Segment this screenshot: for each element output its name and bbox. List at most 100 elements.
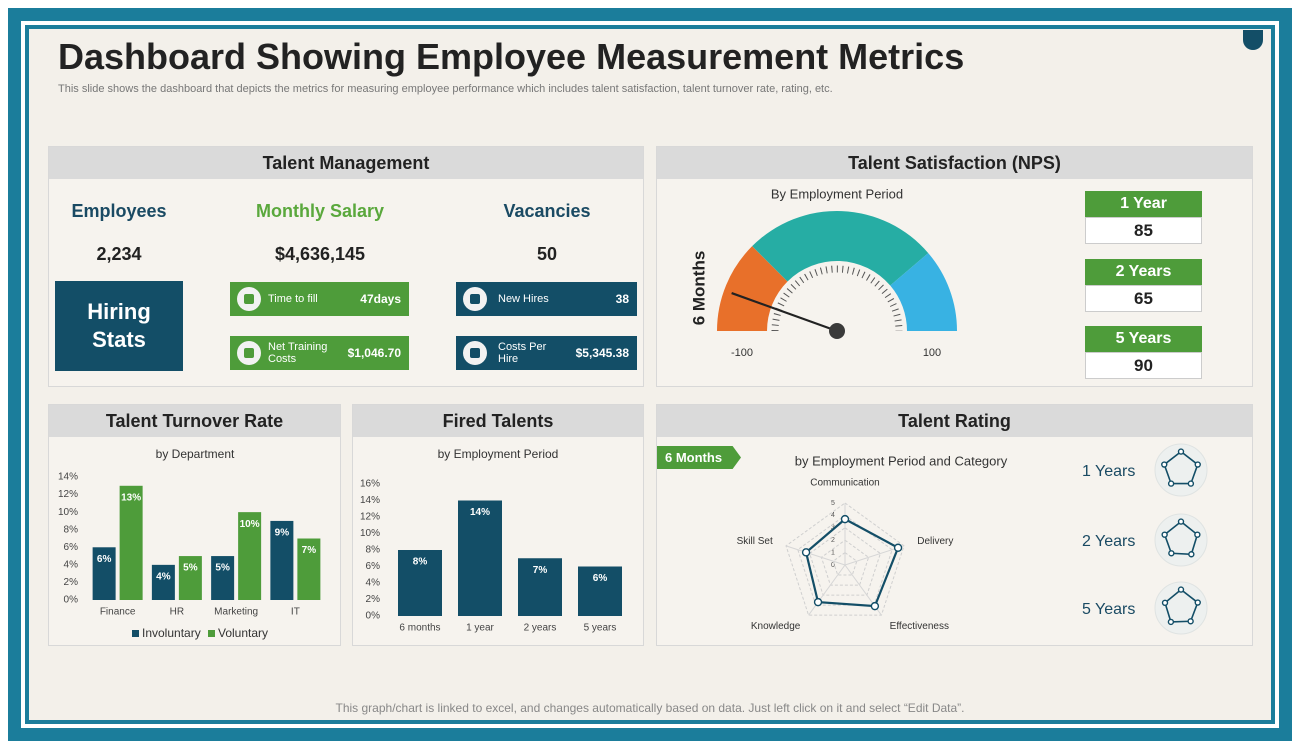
- bar: [151, 564, 175, 600]
- category-label: Communication: [810, 478, 879, 489]
- category-label: Skill Set: [737, 536, 773, 547]
- bar: [119, 485, 143, 600]
- y-tick-label: 10%: [58, 507, 78, 518]
- value-label: 14%: [470, 507, 490, 518]
- kpi-label: Employees: [71, 201, 167, 221]
- bar: [211, 556, 235, 600]
- value-label: 10%: [240, 519, 260, 530]
- x-tick-label: 6 months: [399, 623, 440, 634]
- grid-line: [797, 514, 893, 606]
- radar-point: [1177, 448, 1185, 455]
- icon: [237, 287, 261, 311]
- radar-point: [1177, 586, 1185, 593]
- gauge-tick-label: 100: [923, 347, 941, 359]
- radar-point: [1194, 599, 1201, 606]
- gauge-band: [890, 253, 957, 331]
- kpi-value: $4,636,145: [274, 244, 366, 264]
- value-label: 7%: [302, 545, 317, 556]
- panel-title: Talent Management: [49, 147, 643, 179]
- category-label: Delivery: [917, 536, 953, 547]
- y-tick-label: 6%: [366, 561, 381, 572]
- value-label: 7%: [533, 565, 548, 576]
- radar-point: [893, 543, 903, 552]
- gauge-needle: [731, 292, 838, 333]
- y-tick-label: 0%: [366, 611, 381, 622]
- r-tick-label: 1: [831, 549, 835, 556]
- y-tick-label: 14%: [58, 472, 78, 483]
- r-tick-label: 4: [831, 512, 835, 519]
- value-label: 13%: [121, 492, 141, 503]
- kpi-label: Vacancies: [503, 201, 591, 221]
- chart-subtitle: By Employment Period: [771, 186, 903, 201]
- radar-title: 5 Years: [1082, 601, 1135, 618]
- radar-title: 2 Years: [1082, 533, 1135, 550]
- period-label: 1 Year: [1085, 191, 1202, 217]
- spoke: [785, 545, 846, 566]
- value-label: 5%: [183, 563, 198, 574]
- corner-dot: [1243, 30, 1263, 50]
- x-tick-label: 5 years: [584, 623, 617, 634]
- bar: [458, 500, 502, 616]
- radar-title: 1 Years: [1082, 463, 1135, 480]
- bar: [270, 520, 294, 600]
- stat-label: Time to fill: [268, 293, 318, 305]
- legend-swatch: [132, 630, 139, 637]
- period-value: 90: [1085, 352, 1202, 379]
- x-tick-label: Finance: [100, 607, 136, 618]
- value-label: 8%: [413, 557, 428, 568]
- icon: [463, 341, 487, 365]
- y-tick-label: 14%: [360, 495, 380, 506]
- period-badge: 6 Months: [657, 446, 741, 469]
- radar-point: [870, 601, 880, 611]
- stat-box: Net Training Costs $1,046.70: [230, 336, 409, 370]
- radar-point: [801, 548, 811, 557]
- bar: [92, 547, 116, 600]
- kpi-value: 50: [536, 244, 558, 264]
- grid-line: [785, 502, 905, 616]
- panel-title: Talent Satisfaction (NPS): [657, 147, 1252, 179]
- grid-line: [832, 551, 858, 576]
- period-value: 85: [1085, 217, 1202, 244]
- y-tick-label: 6%: [64, 542, 79, 553]
- chart-subtitle: by Employment Period: [438, 447, 559, 461]
- radar-area: [1163, 520, 1199, 556]
- value-label: 9%: [275, 528, 290, 539]
- y-tick-label: 8%: [366, 545, 381, 556]
- radar-point: [1167, 618, 1175, 626]
- icon: [463, 287, 487, 311]
- bar: [398, 550, 442, 616]
- r-tick-label: 2: [831, 537, 835, 544]
- legend-swatch: [208, 630, 215, 637]
- bar: [518, 558, 562, 616]
- r-tick-label: 0: [831, 562, 835, 569]
- stat-value: $5,345.38: [575, 346, 629, 360]
- stat-label: Net Training Costs: [268, 341, 328, 365]
- icon: [237, 341, 261, 365]
- bar: [578, 566, 622, 616]
- bar: [238, 512, 262, 600]
- radar-point: [1161, 599, 1169, 607]
- y-tick-label: 16%: [360, 479, 380, 490]
- stat-value: $1,046.70: [347, 346, 401, 360]
- stat-value: 47days: [360, 292, 401, 306]
- chart-subtitle: by Department: [156, 447, 235, 461]
- x-tick-label: 1 year: [466, 623, 494, 634]
- radar-point: [1168, 550, 1175, 557]
- radar-area: [804, 517, 900, 608]
- grid-line: [809, 527, 881, 596]
- radar-point: [1161, 461, 1168, 468]
- stat-value: 38: [615, 292, 629, 306]
- value-label: 5%: [215, 563, 230, 574]
- spoke: [808, 564, 846, 616]
- hiring-stats-label: Hiring Stats: [87, 299, 151, 352]
- bar: [297, 538, 321, 600]
- radar-point: [1188, 551, 1195, 558]
- x-tick-label: IT: [291, 607, 300, 618]
- panel-title: Talent Rating: [657, 405, 1252, 437]
- r-tick-label: 5: [831, 500, 835, 507]
- radar-point: [840, 514, 850, 524]
- grid-line: [820, 539, 870, 586]
- radar-point: [1194, 461, 1201, 468]
